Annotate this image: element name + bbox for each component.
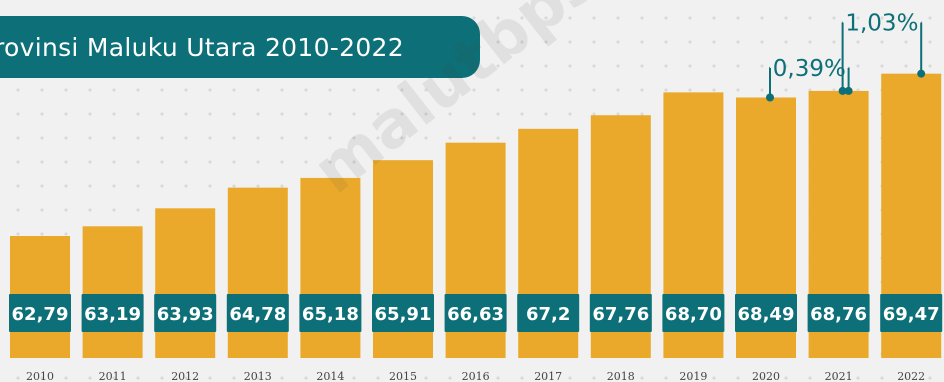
year-label-2020: 2020 bbox=[752, 370, 780, 382]
value-label-bg-2018 bbox=[589, 294, 652, 332]
value-label-bg-2017 bbox=[517, 294, 580, 332]
year-label-2018: 2018 bbox=[607, 370, 635, 382]
value-label-2018: 67,76 bbox=[592, 304, 649, 325]
bar-2013 bbox=[227, 187, 288, 358]
annotation-2021-2022: 1,03% bbox=[838, 11, 926, 95]
value-label-2021: 68,76 bbox=[810, 304, 867, 325]
value-label-2022: 69,47 bbox=[883, 304, 940, 325]
year-label-2014: 2014 bbox=[316, 370, 344, 382]
value-label-2017: 67,2 bbox=[526, 304, 570, 325]
value-label-2020: 68,49 bbox=[738, 304, 795, 325]
value-label-bg-2015 bbox=[372, 294, 434, 332]
value-label-2012: 63,93 bbox=[157, 304, 214, 325]
annotation-2020-2021: 0,39% bbox=[766, 56, 853, 102]
value-label-bg-2020 bbox=[735, 294, 797, 332]
year-label-2016: 2016 bbox=[462, 370, 490, 382]
value-label-2015: 65,91 bbox=[375, 304, 432, 325]
year-label-2019: 2019 bbox=[679, 370, 707, 382]
annotation-label-2022: 1,03% bbox=[845, 11, 918, 37]
year-label-2017: 2017 bbox=[534, 370, 562, 382]
year-labels-layer: 2010 2011 2012 2013 2014 2015 2016 2017 2018 2019… bbox=[26, 370, 925, 382]
year-label-2022: 2022 bbox=[897, 370, 925, 382]
bar-2011 bbox=[82, 226, 143, 358]
year-label-2010: 2010 bbox=[26, 370, 54, 382]
value-label-2013: 64,78 bbox=[229, 304, 286, 325]
value-label-2019: 68,70 bbox=[665, 304, 722, 325]
year-label-2015: 2015 bbox=[389, 370, 417, 382]
value-label-2010: 62,79 bbox=[12, 304, 69, 325]
year-label-2013: 2013 bbox=[244, 370, 272, 382]
value-labels-layer: 62,79 63,19 63,93 64,78 65,18 65,91 66,63 67,2 6… bbox=[9, 294, 943, 332]
year-label-2011: 2011 bbox=[99, 370, 127, 382]
annotation-label-2021: 0,39% bbox=[773, 56, 846, 82]
year-label-2021: 2021 bbox=[825, 370, 853, 382]
chart-title: rovinsi Maluku Utara 2010-2022 bbox=[0, 32, 404, 62]
year-label-2012: 2012 bbox=[171, 370, 199, 382]
value-label-bg-2022 bbox=[880, 294, 943, 332]
value-label-bg-2011 bbox=[81, 294, 144, 332]
value-label-bg-2013 bbox=[226, 294, 289, 332]
value-label-bg-2019 bbox=[662, 294, 725, 332]
value-label-bg-2012 bbox=[154, 294, 217, 332]
title-banner: rovinsi Maluku Utara 2010-2022 bbox=[0, 16, 480, 78]
annotations-layer: 0,39% 1,03% bbox=[766, 11, 926, 102]
value-label-bg-2016 bbox=[444, 294, 507, 332]
value-label-2011: 63,19 bbox=[84, 304, 141, 325]
value-label-2016: 66,63 bbox=[447, 304, 504, 325]
value-label-bg-2014 bbox=[299, 294, 362, 332]
value-label-2014: 65,18 bbox=[302, 304, 359, 325]
bar-2012 bbox=[155, 208, 216, 358]
value-label-bg-2021 bbox=[807, 294, 870, 332]
value-label-bg-2010 bbox=[9, 294, 71, 332]
